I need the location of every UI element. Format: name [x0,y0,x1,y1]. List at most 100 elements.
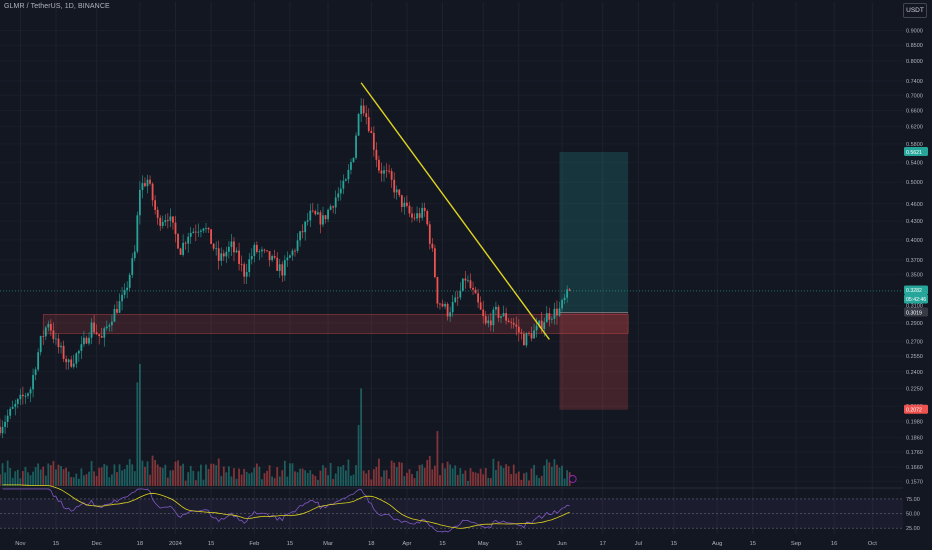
candle-body [268,251,271,261]
candle-body [517,326,520,333]
candle-body [62,345,65,359]
volume-bar [19,478,22,486]
volume-bar [276,466,279,486]
volume-bar [388,478,390,486]
candle-body [523,333,525,346]
candle-body [278,264,281,271]
candle-body [37,352,40,370]
volume-bar [55,469,57,486]
candle-body [6,415,9,422]
event-marker-icon [568,475,577,483]
volume-bar [118,464,121,486]
volume-bar [197,471,200,486]
candle-body [436,277,439,304]
volume-bar [459,468,462,486]
candle-body [141,183,144,190]
volume-bar [339,466,342,486]
volume-bar [151,455,154,486]
price-badge-label-last: 0.3282 [906,288,922,294]
candle-body [497,306,500,318]
time-tick-label: Dec [91,541,101,547]
volume-bar [131,464,134,486]
volume-bar [62,469,65,486]
time-tick-label: May [478,541,489,547]
candle-body [411,213,413,218]
candle-body [362,105,365,114]
volume-bar [439,475,441,486]
volume-bar [296,472,299,486]
price-badge-label-countdown: 05:42:46 [906,297,926,303]
volume-bar [545,459,548,486]
candle-body [322,215,324,225]
candle-body [398,189,401,196]
volume-bar [484,468,487,486]
time-tick-label: 18 [137,541,143,547]
candle-body [421,207,424,218]
volume-bar [515,473,518,486]
candle-body [116,308,118,313]
candle-body [317,212,319,215]
volume-bar [566,470,569,486]
candle-body [194,231,197,233]
candle-body [156,209,159,218]
candle-body [334,197,337,208]
rsi-ma-line [2,484,570,529]
volume-bar [83,475,85,486]
price-badge-label-entry: 0.3019 [906,310,922,316]
volume-bar [222,466,225,486]
candle-body [187,236,190,244]
candle-body [161,222,164,226]
volume-bar [174,461,177,486]
volume-bar [367,469,370,486]
volume-bar [355,465,357,486]
candle-body [67,359,70,363]
volume-bar [517,471,520,486]
candle-body [34,369,37,376]
candle-body [286,257,289,261]
candle-body [408,205,411,214]
candle-body [454,297,457,302]
volume-bar [6,460,9,486]
candle-body [510,322,513,323]
volume-bar [164,464,167,486]
candle-body [456,297,459,299]
price-tick-label: 0.5400 [906,160,923,166]
candle-body [388,170,390,172]
volume-bar [403,476,406,486]
candle-body [423,207,426,212]
candle-body [385,170,388,172]
volume-bar [436,431,439,486]
volume-bar [192,470,195,486]
volume-bar [487,477,490,486]
price-tick-label: 0.4600 [906,202,923,208]
candle-body [166,220,169,221]
candle-body [352,157,355,163]
volume-bar [146,461,149,486]
volume-bar [9,467,12,486]
candle-body [235,250,238,253]
candle-body [289,255,291,258]
volume-bar [24,466,27,486]
volume-bar [301,468,304,486]
candle-body [103,328,106,338]
volume-bar [215,465,218,486]
candle-body [93,322,95,333]
volume-bar [70,477,73,486]
candle-body [146,179,149,187]
candle-body [131,258,134,275]
candle-body [55,338,57,340]
candle-body [540,320,543,329]
volume-bar [449,464,452,486]
candle-body [314,210,317,215]
price-badge-label-stop: 0.2072 [906,407,922,413]
currency-button[interactable]: USDT [903,3,927,18]
volume-bar [428,455,431,486]
rsi-tick-label: 25.00 [906,526,920,532]
candle-body [482,309,485,317]
volume-bar [530,468,533,486]
volume-bar [11,477,14,486]
candle-body [281,264,284,276]
candle-body [464,278,467,281]
